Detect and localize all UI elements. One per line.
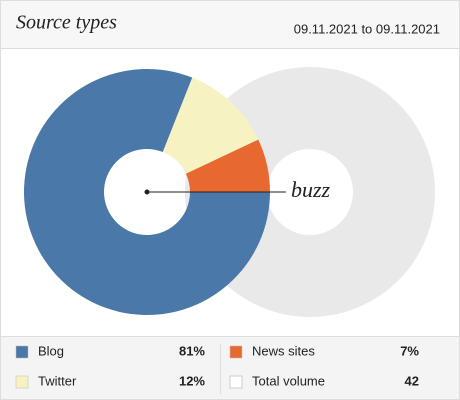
legend-value: 7%: [400, 343, 419, 358]
legend-name: Total volume: [252, 373, 325, 388]
legend-value: 12%: [179, 373, 205, 388]
pie-slice: [23, 68, 270, 315]
date-range: 09.11.2021 to 09.11.2021: [294, 21, 440, 36]
legend-swatch: [15, 375, 29, 389]
legend-name: Blog: [38, 343, 64, 358]
legend-swatch: [15, 345, 29, 359]
legend-bg: [1, 336, 459, 399]
legend-value: 81%: [179, 343, 205, 358]
pie-slice: [162, 77, 259, 174]
legend-name: Twitter: [38, 373, 77, 388]
center-dot: [144, 189, 150, 195]
widget-title: Source types: [16, 12, 117, 34]
header-bg: [1, 1, 459, 48]
legend-name: News sites: [252, 343, 315, 358]
legend-swatch: [229, 345, 243, 359]
pie-slice: [185, 139, 270, 192]
legend-swatch: [229, 375, 243, 389]
center-label: buzz: [291, 177, 331, 202]
legend-value: 42: [405, 373, 419, 388]
